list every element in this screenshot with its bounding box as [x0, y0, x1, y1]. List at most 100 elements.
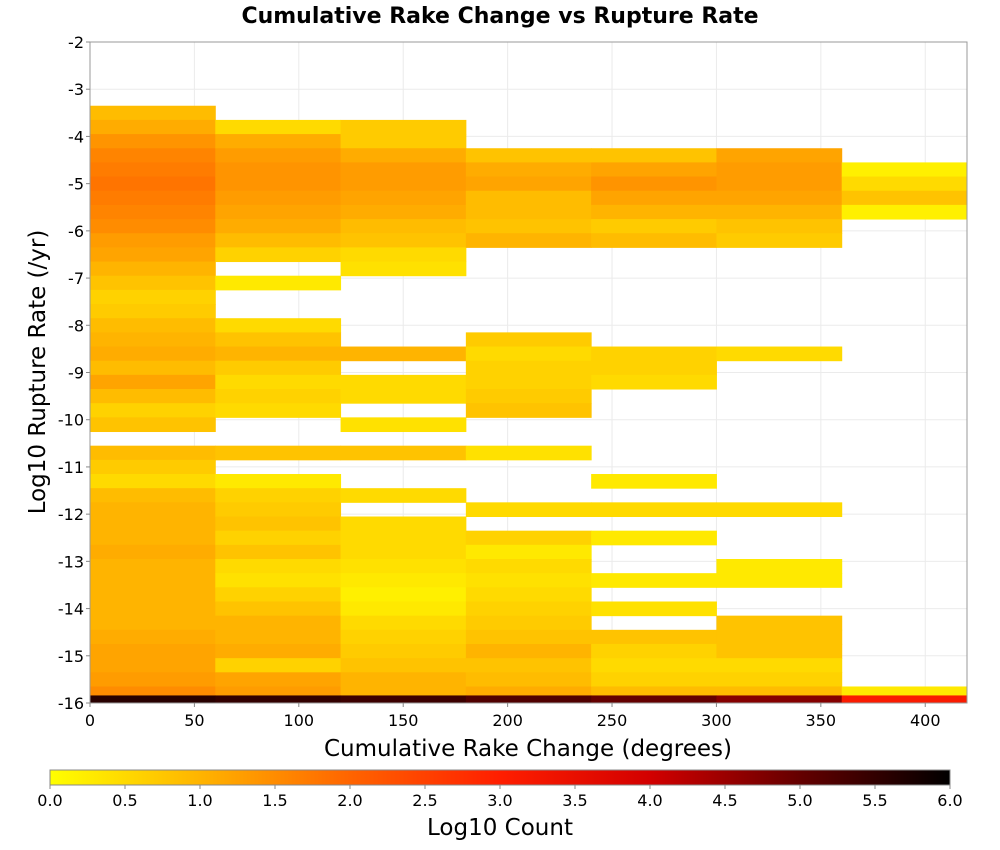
heatmap-cell [716, 148, 843, 163]
heatmap-cell [465, 148, 592, 163]
heatmap-cell [215, 219, 342, 234]
y-tick-label: -13 [58, 552, 84, 571]
x-tick-label: 250 [597, 711, 628, 730]
heatmap-cell [90, 360, 216, 376]
y-tick-label: -10 [58, 411, 84, 430]
heatmap-cell [215, 176, 342, 192]
heatmap-cell [90, 162, 216, 178]
x-tick-label: 100 [284, 711, 315, 730]
heatmap-cell [465, 176, 592, 192]
y-tick-label: -3 [68, 80, 84, 99]
heatmap-cell [340, 417, 467, 433]
heatmap-cell [716, 672, 843, 687]
heatmap-cell [465, 162, 592, 178]
y-tick-label: -7 [68, 269, 84, 288]
heatmap-cell [465, 219, 592, 234]
heatmap-cell [716, 573, 843, 588]
heatmap-cell [591, 374, 717, 390]
heatmap-cell [340, 695, 467, 703]
y-tick-label: -12 [58, 505, 84, 524]
heatmap-cell [90, 261, 216, 277]
colorbar-tick-label: 5.5 [862, 791, 887, 810]
heatmap-cell [465, 403, 592, 418]
heatmap-cell [215, 445, 342, 461]
heatmap-cell [90, 105, 216, 121]
heatmap-cell [841, 190, 968, 206]
heatmap-cell [465, 346, 592, 362]
heatmap-cell [591, 573, 717, 588]
heatmap-cell [465, 643, 592, 659]
colorbar-tick-label: 3.5 [562, 791, 587, 810]
heatmap-cell [215, 643, 342, 659]
colorbar-tick-label: 1.5 [262, 791, 287, 810]
y-tick-label: -11 [58, 458, 84, 477]
heatmap-cell [591, 190, 717, 206]
heatmap-cell [90, 190, 216, 206]
heatmap-cell [215, 148, 342, 163]
heatmap-cell [340, 573, 467, 588]
heatmap-cell [716, 643, 843, 659]
heatmap-cell [591, 360, 717, 376]
heatmap-cell [90, 219, 216, 234]
heatmap-cell [215, 672, 342, 687]
heatmap-cell [215, 346, 342, 362]
y-tick-label: -9 [68, 364, 84, 383]
heatmap-cell [465, 587, 592, 602]
heatmap-cell [465, 615, 592, 631]
heatmap-cell [465, 601, 592, 617]
heatmap-cell [215, 558, 342, 574]
heatmap-cell [340, 119, 467, 135]
heatmap-cell [716, 162, 843, 178]
heatmap-cell [215, 403, 342, 418]
heatmap-cell [215, 544, 342, 560]
y-tick-label: -2 [68, 33, 84, 52]
heatmap-cell [340, 389, 467, 404]
heatmap-cell [90, 417, 216, 433]
colorbar-tick-label: 4.5 [712, 791, 737, 810]
x-tick-label: 300 [701, 711, 732, 730]
y-tick-label: -15 [58, 647, 84, 666]
heatmap-cell [591, 204, 717, 220]
heatmap-cell [215, 658, 342, 673]
heatmap-cell [90, 247, 216, 263]
heatmap-cell [591, 162, 717, 178]
heatmap-cell [340, 219, 467, 234]
heatmap-cell [90, 346, 216, 362]
heatmap-cell [591, 643, 717, 659]
y-tick-label: -6 [68, 222, 84, 241]
heatmap-cell [215, 360, 342, 376]
heatmap-cell [90, 587, 216, 602]
heatmap-cell [591, 148, 717, 163]
heatmap-cell [90, 615, 216, 631]
heatmap-cell [465, 389, 592, 404]
heatmap-cell [90, 474, 216, 489]
heatmap-cell [340, 615, 467, 631]
y-tick-label: -4 [68, 127, 84, 146]
heatmap-cell [465, 204, 592, 220]
heatmap-cell [90, 488, 216, 503]
heatmap-cell [340, 587, 467, 602]
heatmap-cell [90, 233, 216, 248]
heatmap-cell [716, 695, 843, 703]
heatmap-cell [591, 695, 717, 703]
heatmap-cell [90, 134, 216, 149]
x-axis-label: Cumulative Rake Change (degrees) [324, 736, 732, 762]
heatmap-cell [465, 695, 592, 703]
heatmap-cell [340, 247, 467, 263]
heatmap-cell [716, 233, 843, 248]
heatmap-cell [90, 629, 216, 645]
y-tick-label: -8 [68, 316, 84, 335]
heatmap-cell [716, 502, 843, 518]
heatmap-cell [716, 204, 843, 220]
heatmap-cell [90, 530, 216, 546]
heatmap-cell [90, 389, 216, 404]
colorbar-tick-label: 6.0 [937, 791, 962, 810]
heatmap-cell [591, 672, 717, 687]
heatmap-cell [591, 219, 717, 234]
heatmap-cell [716, 346, 843, 362]
heatmap-cell [215, 615, 342, 631]
heatmap-cell [841, 204, 968, 220]
heatmap-cell [340, 233, 467, 248]
heatmap-cell [90, 304, 216, 319]
colorbar-tick-label: 3.0 [487, 791, 512, 810]
